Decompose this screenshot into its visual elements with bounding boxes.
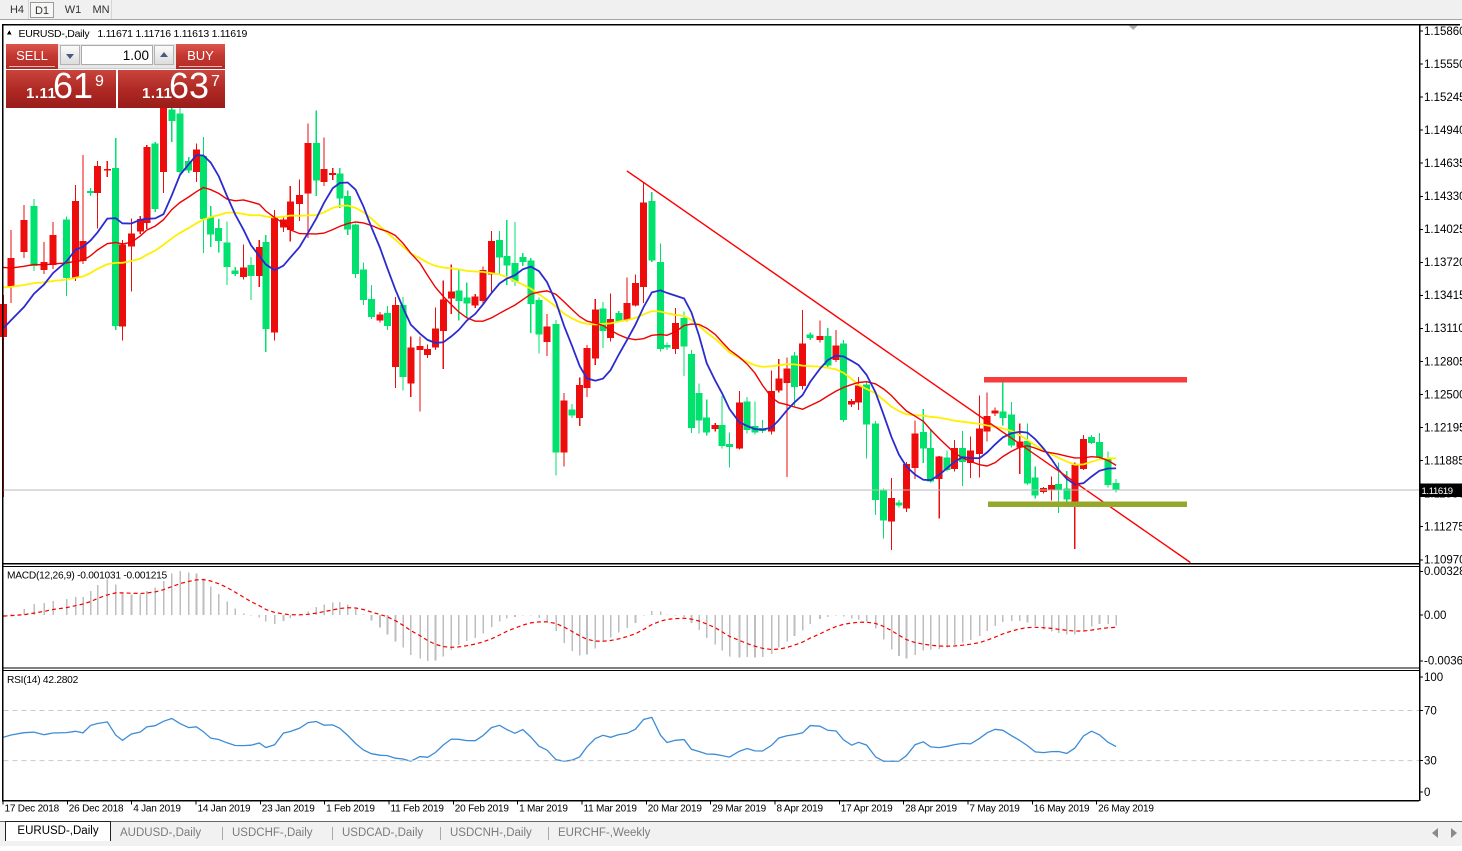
svg-text:16 May 2019: 16 May 2019 [1034, 804, 1090, 815]
svg-text:1.14330: 1.14330 [1424, 191, 1462, 203]
svg-text:-0.003659: -0.003659 [1424, 656, 1462, 668]
svg-text:1.11885: 1.11885 [1424, 455, 1462, 467]
svg-text:1.12805: 1.12805 [1424, 356, 1462, 368]
svg-text:0.00: 0.00 [1424, 610, 1446, 622]
svg-text:1.15245: 1.15245 [1424, 92, 1462, 104]
svg-text:4 Jan 2019: 4 Jan 2019 [133, 804, 181, 815]
svg-text:7 May 2019: 7 May 2019 [969, 804, 1020, 815]
svg-text:1.13415: 1.13415 [1424, 290, 1462, 302]
svg-text:11 Mar 2019: 11 Mar 2019 [584, 804, 638, 815]
svg-text:0: 0 [1424, 787, 1430, 799]
svg-text:1.11619: 1.11619 [1422, 486, 1453, 497]
svg-text:8 Apr 2019: 8 Apr 2019 [777, 804, 824, 815]
svg-text:30: 30 [1424, 755, 1437, 767]
svg-text:1.10970: 1.10970 [1424, 555, 1462, 567]
svg-text:26 Dec 2018: 26 Dec 2018 [69, 804, 124, 815]
svg-text:1.11275: 1.11275 [1424, 522, 1462, 534]
svg-text:1.14940: 1.14940 [1424, 125, 1462, 137]
svg-text:1.12195: 1.12195 [1424, 422, 1462, 434]
svg-text:1.15550: 1.15550 [1424, 59, 1462, 71]
svg-text:100: 100 [1424, 672, 1443, 684]
svg-text:17 Dec 2018: 17 Dec 2018 [5, 804, 60, 815]
svg-text:17 Apr 2019: 17 Apr 2019 [841, 804, 893, 815]
svg-text:1.13720: 1.13720 [1424, 257, 1462, 269]
svg-text:1.14635: 1.14635 [1424, 158, 1462, 170]
svg-text:29 Mar 2019: 29 Mar 2019 [712, 804, 767, 815]
svg-text:1.15860: 1.15860 [1424, 26, 1462, 38]
svg-text:20 Mar 2019: 20 Mar 2019 [648, 804, 703, 815]
svg-text:EURUSD-,Daily 1.11671 1.1171: EURUSD-,Daily 1.11671 1.11716 1.11613 1.… [19, 28, 248, 40]
svg-text:1 Mar 2019: 1 Mar 2019 [519, 804, 568, 815]
svg-text:26 May 2019: 26 May 2019 [1098, 804, 1154, 815]
svg-text:1.13110: 1.13110 [1424, 323, 1462, 335]
svg-text:11 Feb 2019: 11 Feb 2019 [391, 804, 445, 815]
svg-text:1.12500: 1.12500 [1424, 389, 1462, 401]
svg-text:14 Jan 2019: 14 Jan 2019 [198, 804, 251, 815]
svg-text:23 Jan 2019: 23 Jan 2019 [262, 804, 315, 815]
svg-text:0.003287: 0.003287 [1424, 566, 1462, 578]
svg-text:20 Feb 2019: 20 Feb 2019 [455, 804, 510, 815]
svg-text:1.14025: 1.14025 [1424, 224, 1462, 236]
svg-text:1 Feb 2019: 1 Feb 2019 [326, 804, 375, 815]
svg-text:RSI(14) 42.2802: RSI(14) 42.2802 [7, 675, 79, 686]
svg-text:70: 70 [1424, 705, 1437, 717]
svg-text:28 Apr 2019: 28 Apr 2019 [905, 804, 957, 815]
svg-text:MACD(12,26,9) -0.001031 -0.001: MACD(12,26,9) -0.001031 -0.001215 [7, 571, 168, 582]
